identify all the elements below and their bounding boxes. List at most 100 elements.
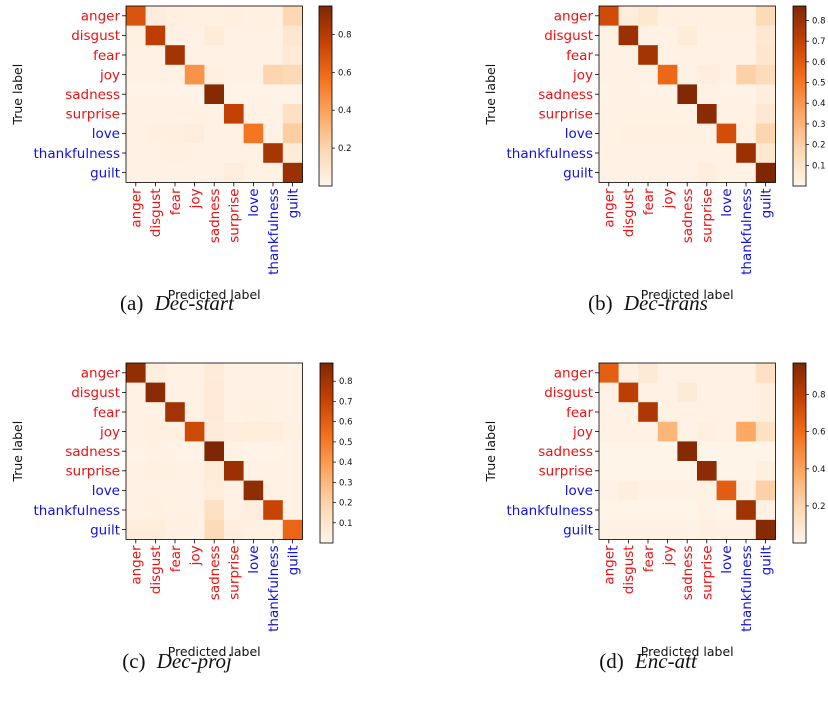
heatmap-cell — [243, 45, 264, 66]
heatmap-cell — [184, 519, 205, 540]
heatmap-cell — [618, 6, 639, 26]
heatmap-cell — [243, 64, 264, 85]
heatmap-cell — [618, 382, 639, 403]
heatmap-cell — [736, 104, 757, 124]
y-tick-label: thankfulness — [507, 503, 593, 519]
heatmap-cell — [184, 382, 205, 403]
heatmap-cell — [282, 402, 303, 423]
x-tick-label: disgust — [148, 188, 164, 237]
y-tick-label: thankfulness — [507, 146, 593, 162]
heatmap-cell — [638, 123, 659, 144]
heatmap-cell — [657, 143, 678, 164]
heatmap-cell — [677, 64, 698, 85]
x-tick-label: surprise — [227, 545, 243, 599]
heatmap-cells — [598, 5, 776, 183]
colorbar-tick-label: 0.5 — [812, 79, 826, 89]
heatmap-cell — [165, 402, 186, 423]
heatmap-cell — [204, 363, 225, 383]
heatmap-cell — [618, 104, 639, 124]
heatmap-cell — [638, 402, 659, 423]
caption-label: (b) — [588, 291, 613, 315]
heatmap-cell — [165, 363, 186, 383]
y-tick-label: surprise — [66, 107, 120, 123]
heatmap-cell — [716, 84, 737, 105]
heatmap-cell — [243, 382, 264, 403]
heatmap-cell — [736, 143, 757, 164]
heatmap-cell — [677, 461, 698, 481]
heatmap-cell — [697, 143, 717, 164]
heatmap-cell — [243, 123, 264, 144]
panel-c: angerdisgustfearjoysadnesssurpriseloveth… — [10, 362, 353, 673]
heatmap-cell — [224, 84, 244, 105]
heatmap-cell — [677, 45, 698, 66]
caption-name: Enc-att — [634, 649, 698, 673]
heatmap-cell — [204, 143, 225, 164]
colorbar — [319, 362, 334, 544]
panel-a: angerdisgustfearjoysadnesssurpriseloveth… — [10, 5, 352, 315]
heatmap-cell — [165, 441, 186, 462]
heatmap-cell — [716, 104, 737, 124]
y-tick-label: sadness — [538, 87, 593, 103]
colorbar-ticks: 0.1 0.2 0.3 0.4 0.5 0.6 0.7 0.8 — [333, 377, 353, 529]
heatmap-cell — [755, 402, 776, 423]
heatmap-cell — [243, 363, 264, 383]
heatmap-cell — [243, 6, 264, 26]
colorbar — [318, 5, 333, 187]
heatmap-cell — [716, 45, 737, 66]
heatmap-cell — [243, 84, 264, 105]
heatmap-cell — [126, 519, 146, 540]
colorbar-ticks: 0.2 0.4 0.6 0.8 — [332, 30, 352, 154]
heatmap-cell — [263, 461, 284, 481]
heatmap-cell — [145, 402, 166, 423]
y-axis-label: True label — [483, 64, 498, 126]
heatmap-cell — [736, 441, 757, 462]
x-tick-label: surprise — [227, 188, 243, 242]
colorbar-ticks: 0.2 0.4 0.6 0.8 — [806, 391, 826, 512]
heatmap-cell — [599, 363, 619, 383]
heatmap-cell — [638, 382, 659, 403]
caption-name: Dec-start — [154, 291, 235, 315]
heatmap-cell — [243, 162, 264, 183]
heatmap-cell — [657, 25, 678, 46]
heatmap-cell — [263, 6, 284, 26]
heatmap-cell — [145, 123, 166, 144]
heatmap-cell — [282, 45, 303, 66]
heatmap-cell — [677, 441, 698, 462]
heatmap-cell — [638, 45, 659, 66]
heatmap-cell — [145, 143, 166, 164]
heatmap-cell — [697, 123, 717, 144]
heatmap-cell — [165, 480, 186, 501]
heatmap-cell — [263, 123, 284, 144]
heatmap-cell — [145, 480, 166, 501]
heatmap-cell — [736, 382, 757, 403]
heatmap-cell — [184, 104, 205, 124]
heatmap-cell — [716, 480, 737, 501]
heatmap-cell — [697, 382, 717, 403]
heatmap-cell — [638, 84, 659, 105]
heatmap-cell — [224, 6, 244, 26]
heatmap-cell — [638, 441, 659, 462]
heatmap-cell — [657, 363, 678, 383]
x-tick-label: guilt — [758, 545, 774, 575]
panel-b: angerdisgustfearjoysadnesssurpriseloveth… — [483, 5, 826, 315]
panel-d: angerdisgustfearjoysadnesssurpriseloveth… — [483, 362, 826, 673]
heatmap-cell — [657, 519, 678, 540]
heatmap-cell — [263, 162, 284, 183]
heatmap-cell — [599, 6, 619, 26]
heatmap-cell — [184, 84, 205, 105]
y-tick-label: thankfulness — [34, 146, 120, 162]
heatmap-cell — [204, 421, 225, 442]
heatmap-cell — [263, 441, 284, 462]
caption: (a) Dec-start — [120, 291, 235, 315]
heatmap-cell — [599, 25, 619, 46]
heatmap-cell — [697, 45, 717, 66]
x-tick-label: guilt — [758, 188, 774, 218]
x-tick-label: sadness — [680, 545, 696, 600]
heatmap-cell — [716, 25, 737, 46]
heatmap-cell — [697, 104, 717, 124]
x-axis-label: Predicted label — [641, 644, 734, 659]
heatmap-cell — [126, 363, 146, 383]
y-tick-label: thankfulness — [34, 503, 120, 519]
heatmap-cell — [282, 64, 303, 85]
y-tick-label: joy — [572, 67, 593, 83]
